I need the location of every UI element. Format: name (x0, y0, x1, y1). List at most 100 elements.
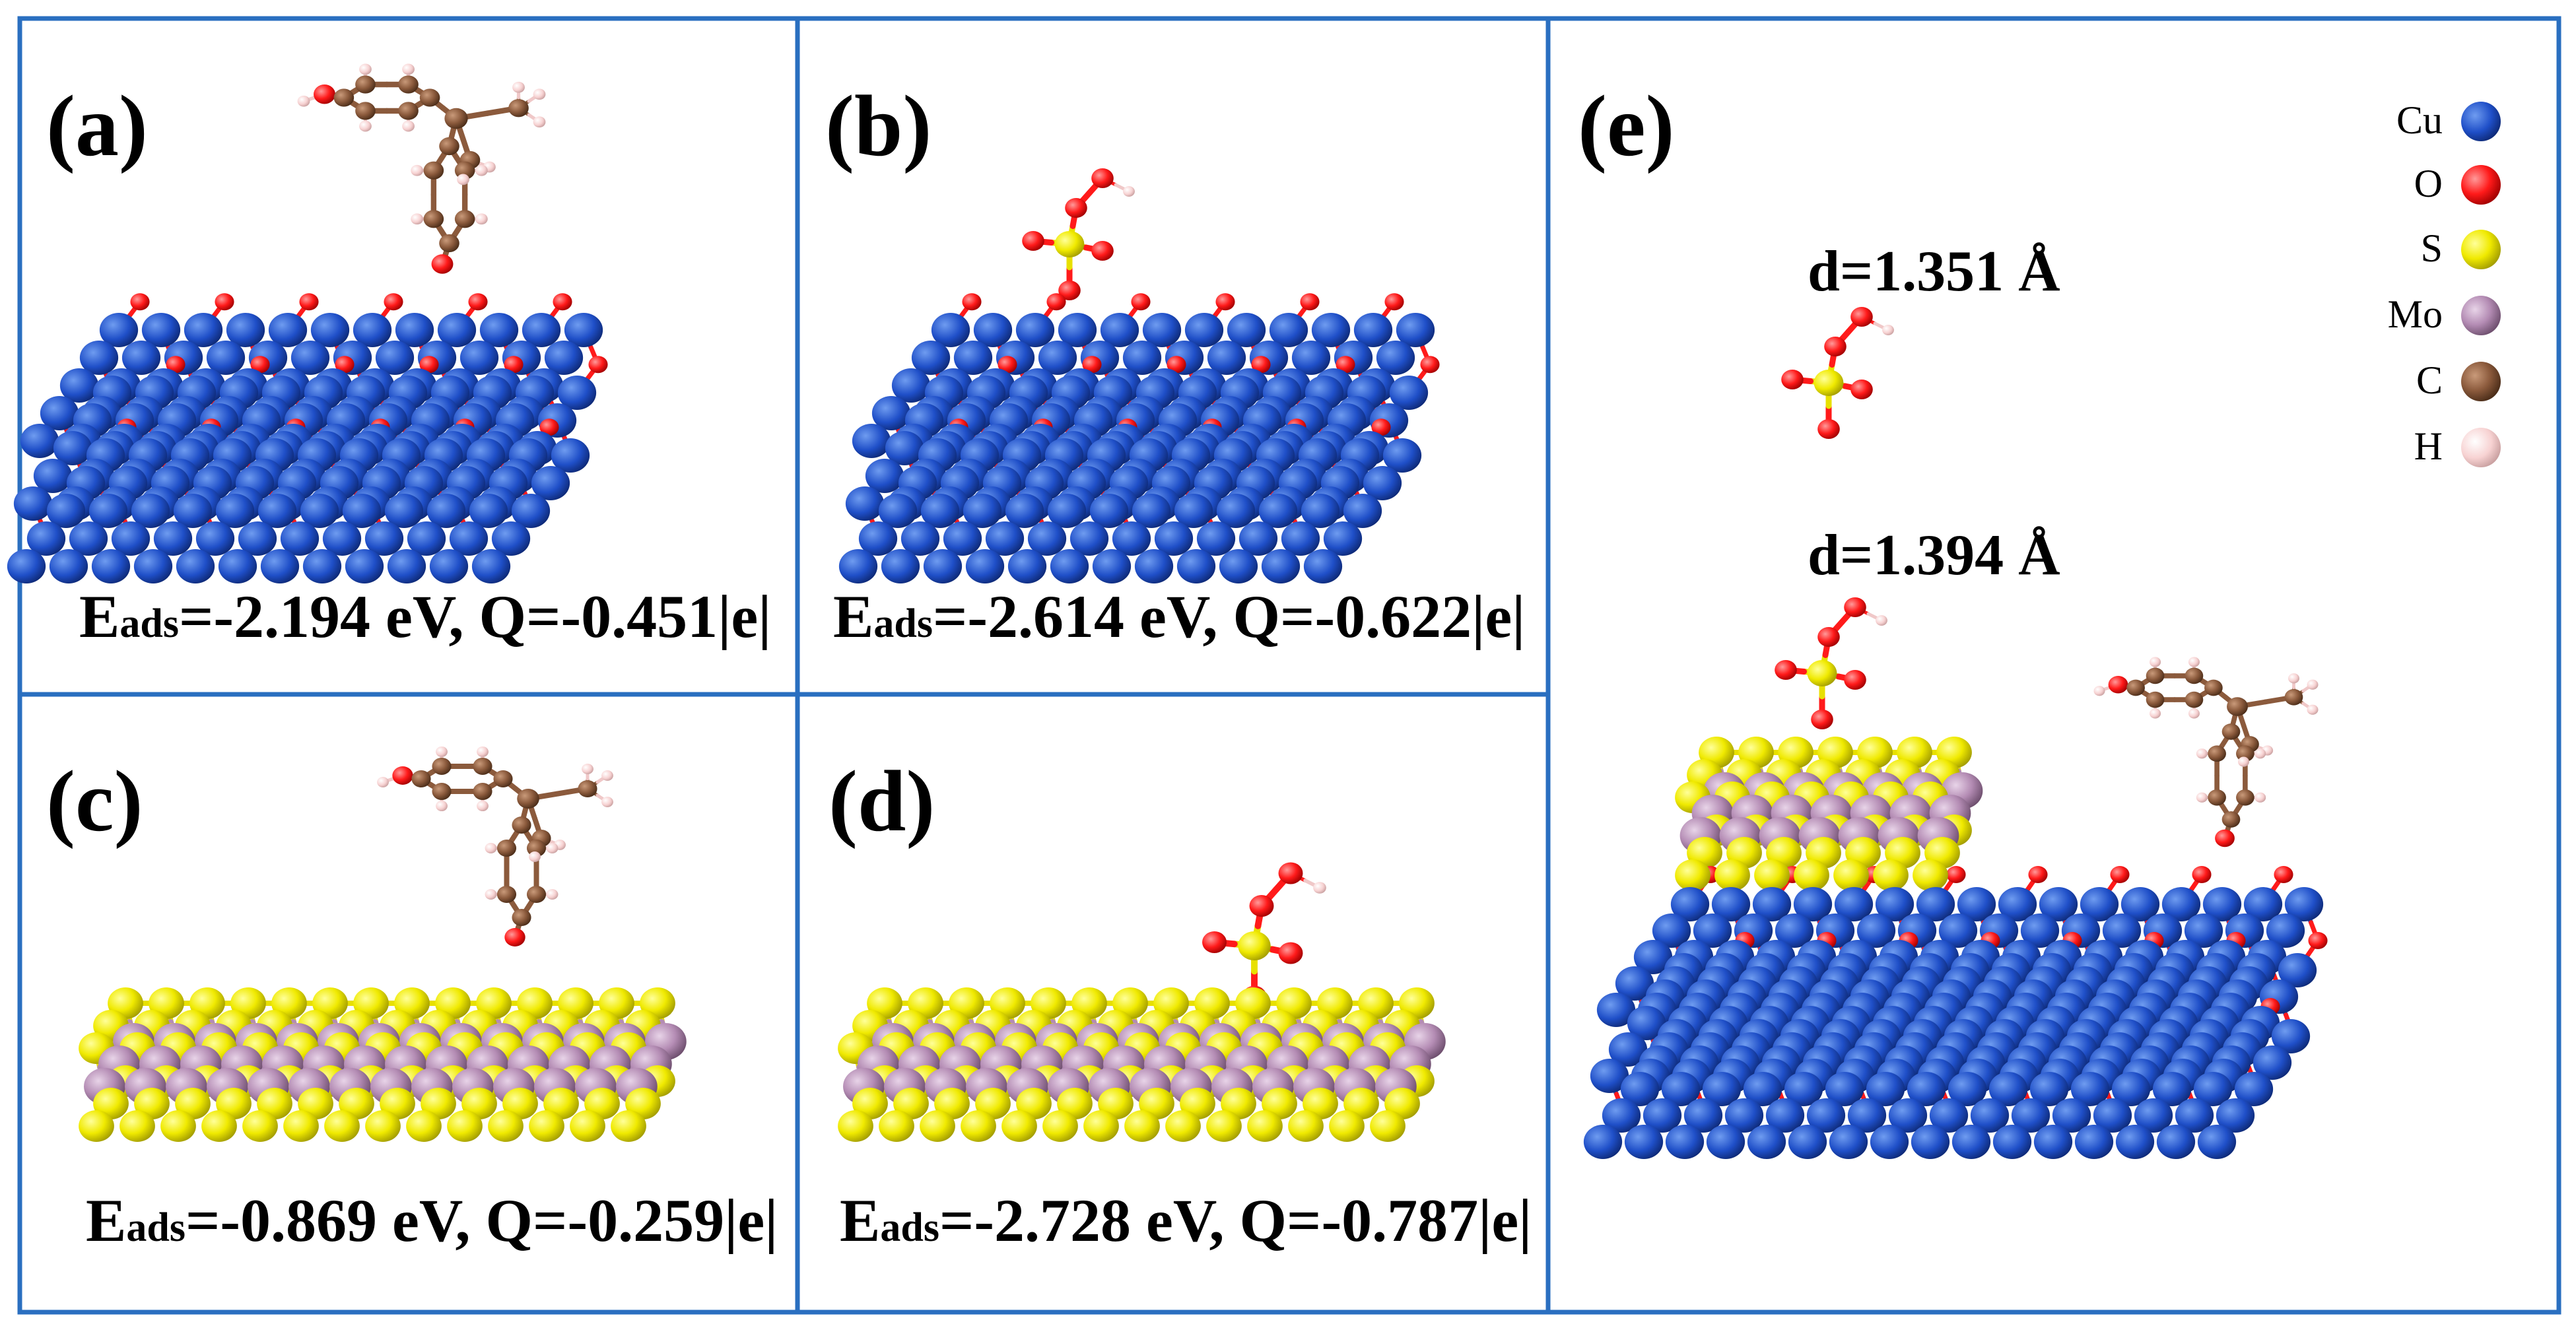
atom-cu (1154, 521, 1194, 556)
atom-h (2196, 792, 2208, 803)
atom-h (533, 116, 546, 128)
atom-cu (2134, 1098, 2173, 1133)
legend-swatch-h (2461, 428, 2501, 467)
atom-cu (838, 549, 878, 583)
atom-s (447, 1110, 483, 1142)
atom-cu (1608, 1032, 1648, 1067)
atom-cu (1142, 313, 1182, 347)
atom-o (2110, 866, 2130, 883)
legend-swatch-c (2461, 362, 2501, 401)
atom-cu (153, 521, 193, 556)
atom-o (1850, 380, 1873, 399)
atom-h (477, 746, 489, 757)
atom-cu (59, 368, 99, 403)
atom-cu (1998, 887, 2037, 921)
atom-cu (1643, 1098, 1682, 1133)
atom-cu (1174, 494, 1213, 528)
atom-c (423, 210, 444, 228)
atom-c (2221, 811, 2241, 828)
atom-o (1082, 356, 1102, 374)
atom-c (508, 99, 529, 117)
atom-o (1850, 307, 1873, 327)
atom-cu (131, 494, 170, 528)
atom-cu (218, 549, 257, 583)
atom-c (526, 886, 547, 903)
atom-s (838, 1110, 873, 1142)
atom-h (529, 851, 541, 862)
atom-c (439, 137, 459, 156)
atom-cu (1227, 313, 1266, 347)
atom-cu (985, 521, 1025, 556)
atom-cu (2039, 887, 2078, 921)
atom-s (1042, 1110, 1078, 1142)
atom-h (2150, 708, 2161, 719)
atom-s (406, 1110, 442, 1142)
structure-mos2-bisphenol (79, 746, 687, 1142)
atom-cu (1027, 521, 1067, 556)
atom-cu (1788, 1125, 1827, 1159)
legend-swatch-cu (2461, 102, 2501, 141)
atom-o (2192, 866, 2212, 883)
atom-c (2227, 697, 2248, 716)
atom-cu (564, 313, 603, 347)
atom-cu (1301, 494, 1340, 528)
atom-cu (891, 368, 931, 403)
atom-s (1238, 931, 1271, 960)
atom-cu (852, 424, 891, 458)
caption-b: Eads=-2.614 eV, Q=-0.622|e| (833, 583, 1525, 650)
atom-cu (1866, 1072, 1905, 1106)
atom-c (2146, 691, 2165, 708)
atom-cu (1007, 549, 1047, 583)
atom-s (1913, 859, 1948, 891)
atom-h (377, 777, 389, 787)
atom-o (2108, 675, 2128, 694)
atom-h (477, 801, 489, 812)
atom-cu (943, 521, 982, 556)
atom-o (1091, 168, 1114, 188)
atom-h (546, 843, 559, 853)
atom-o (1058, 281, 1081, 300)
atom-s (1247, 1110, 1283, 1142)
atom-cu (1176, 549, 1216, 583)
atom-o (2028, 866, 2048, 883)
atom-cu (1323, 521, 1363, 556)
atom-cu (345, 549, 384, 583)
atom-c (2126, 679, 2145, 696)
atom-cu (1583, 1125, 1623, 1159)
atom-o (1824, 337, 1847, 356)
atom-cu (1702, 1072, 1742, 1106)
atom-o (1202, 931, 1227, 953)
atom-s (488, 1110, 524, 1142)
atom-o (1167, 356, 1186, 374)
atom-cu (1670, 887, 1710, 921)
atom-cu (1089, 494, 1129, 528)
atom-cu (900, 521, 940, 556)
atom-cu (2266, 913, 2305, 948)
atom-cu (2175, 1098, 2214, 1133)
atom-cu (226, 313, 265, 347)
atom-cu (1988, 1072, 2028, 1106)
atom-cu (53, 431, 92, 465)
atom-c (2208, 789, 2226, 806)
atom-cu (2011, 1098, 2051, 1133)
atom-cu (1058, 313, 1097, 347)
atom-cu (1291, 341, 1331, 375)
element-legend: Cu O S Mo C H (2388, 98, 2501, 468)
atom-h (2307, 704, 2319, 715)
atom-s (611, 1110, 646, 1142)
atom-cu (871, 396, 911, 430)
atom-c (2284, 688, 2303, 706)
atom-cu (1382, 438, 1422, 473)
atom-cu (79, 341, 119, 375)
atom-cu (33, 459, 73, 493)
atom-cu (99, 313, 139, 347)
atom-cu (2093, 1098, 2132, 1133)
atom-cu (1615, 966, 1654, 1001)
atom-s (879, 1110, 914, 1142)
atom-cu (479, 313, 519, 347)
atom-cu (384, 494, 424, 528)
atom-cu (1238, 521, 1278, 556)
atom-cu (1724, 1098, 1764, 1133)
atom-h (485, 889, 497, 900)
